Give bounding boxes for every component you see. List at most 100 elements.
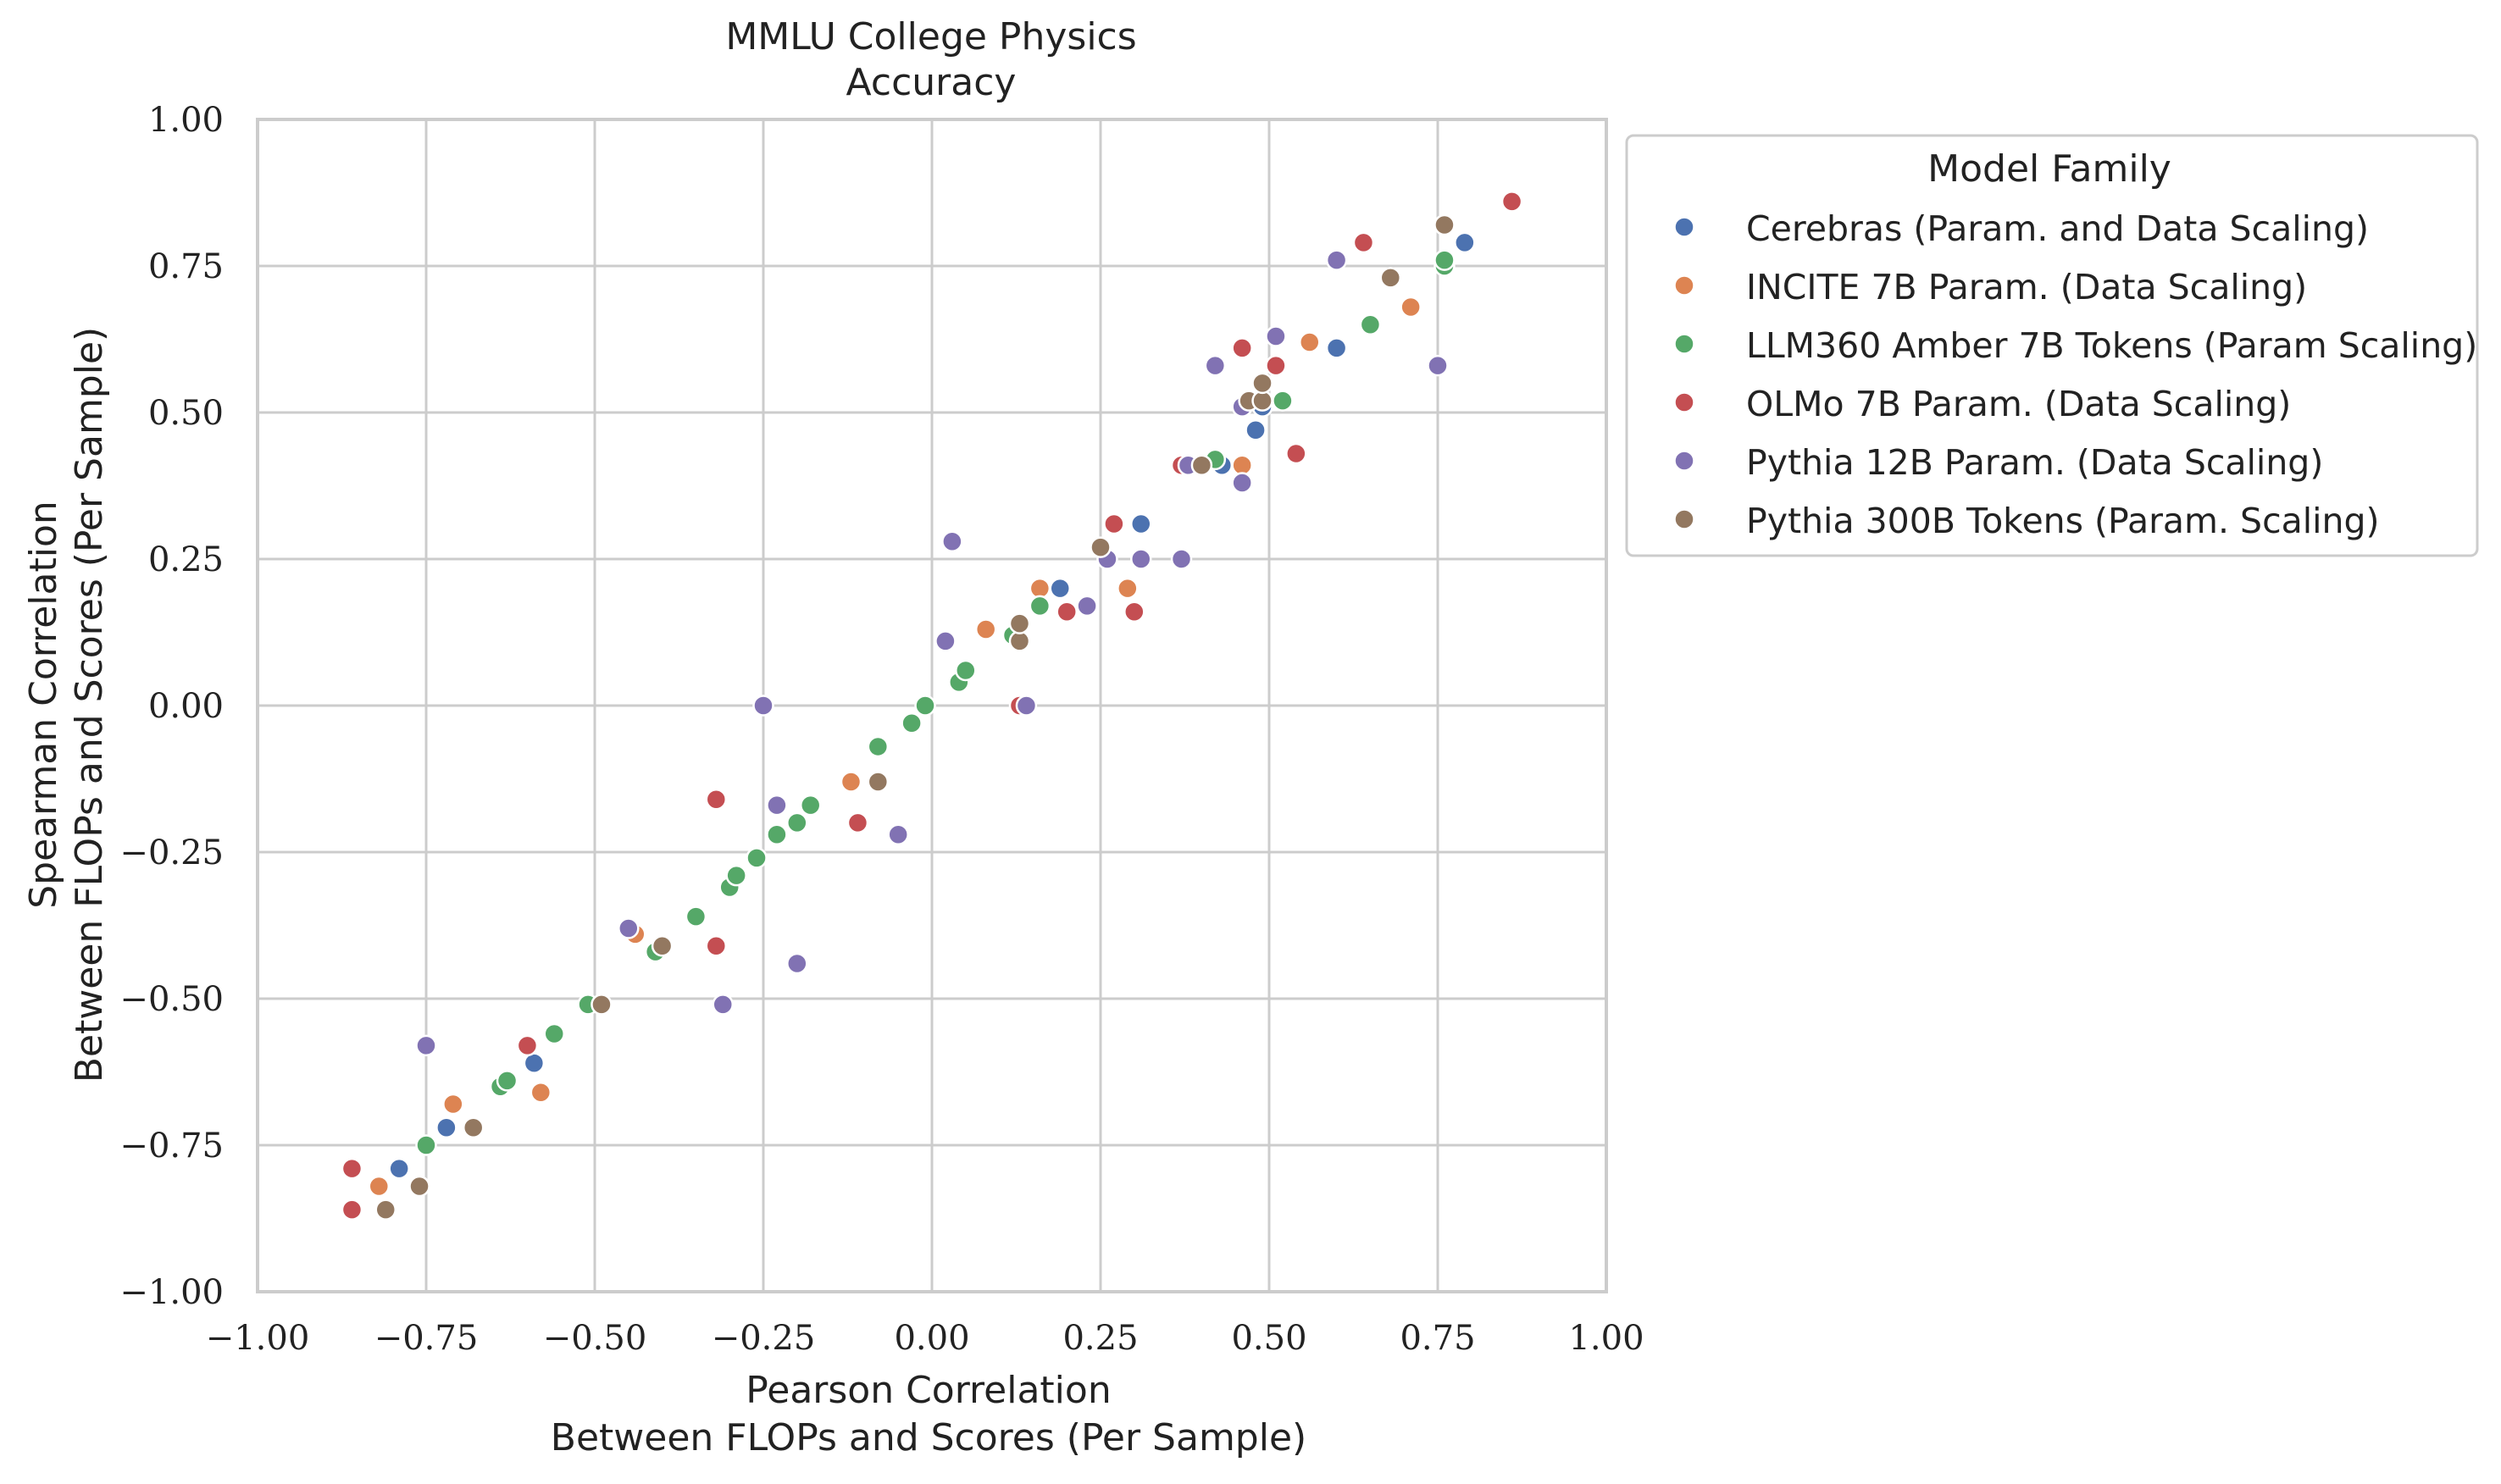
data-points [341,191,1523,1221]
data-point [685,905,707,928]
data-point [1123,601,1145,623]
data-point [1130,548,1152,570]
x-tick-label: 0.75 [1400,1319,1475,1358]
data-point [840,771,862,793]
legend-items: Cerebras (Param. and Data Scaling) INCITE… [1673,208,2477,541]
data-point [955,659,977,682]
data-point [1056,601,1078,623]
legend-marker [1673,216,1695,238]
series-points [374,213,1456,1221]
data-point [1117,577,1139,600]
data-point [1251,372,1273,395]
data-point [530,1081,552,1104]
data-point [388,1157,410,1180]
data-point [1265,325,1287,347]
data-point [1231,472,1253,494]
data-point [1285,442,1307,465]
legend-label: Cerebras (Param. and Data Scaling) [1746,208,2369,249]
data-point [341,1199,363,1221]
legend-marker [1673,333,1695,355]
data-point [1265,354,1287,377]
data-point [408,1175,430,1198]
data-point [1090,536,1112,558]
data-point [752,695,774,717]
chart-subtitle: Accuracy [846,61,1017,104]
data-point [1245,419,1267,441]
x-tick-label: −0.25 [712,1319,816,1358]
y-tick-label: −0.75 [119,1127,224,1166]
x-tick-label: −0.75 [374,1319,479,1358]
data-point [1076,595,1098,617]
legend: Model Family Cerebras (Param. and Data S… [1625,134,2479,557]
data-point [496,1070,518,1092]
data-point [725,864,747,887]
data-point [746,847,768,869]
data-point [442,1093,464,1116]
legend-marker [1673,391,1695,413]
data-point [887,823,909,845]
data-point [705,788,728,811]
data-point [415,1134,437,1156]
x-tick-label: −0.50 [543,1319,647,1358]
data-point [1434,213,1456,236]
data-point [974,618,997,640]
data-point [591,994,613,1016]
y-tick-label: 0.50 [148,394,224,433]
y-tick-labels: −1.00 −0.75 −0.50 −0.25 0.00 0.25 0.50 0.75 1.00 [119,101,224,1312]
legend-label: OLMo 7B Param. (Data Scaling) [1746,384,2291,424]
y-tick-label: −0.25 [119,833,224,872]
data-point [914,695,936,717]
y-tick-label: 1.00 [148,101,224,140]
data-point [766,794,788,817]
y-tick-label: 0.25 [148,540,224,579]
x-axis-label: Pearson Correlation [746,1369,1111,1412]
data-point [1400,296,1422,318]
data-point [846,811,869,834]
data-point [374,1199,396,1221]
data-point [1049,577,1071,600]
data-point [1231,337,1253,359]
data-point [1190,454,1213,477]
legend-label: Pythia 300B Tokens (Param. Scaling) [1746,501,2380,541]
chart-title: MMLU College Physics [725,15,1136,58]
data-point [368,1175,391,1198]
legend-marker [1673,508,1695,530]
data-point [901,712,923,734]
data-point [1500,191,1523,213]
data-point [1352,231,1375,254]
x-tick-labels: −1.00 −0.75 −0.50 −0.25 0.00 0.25 0.50 0.75 1.00 [206,1319,1644,1358]
data-point [435,1116,458,1138]
data-point [1029,595,1051,617]
data-point [1359,313,1382,335]
data-point [341,1157,363,1180]
plot-area-frame [256,118,1608,1293]
data-point [415,1034,437,1057]
data-point [1299,331,1321,353]
data-point [941,530,963,552]
data-point [1008,612,1031,634]
data-point [1454,231,1476,254]
x-axis-label-line2: Between FLOPs and Scores (Per Sample) [551,1416,1306,1459]
legend-label: INCITE 7B Param. (Data Scaling) [1746,267,2307,307]
x-tick-label: 1.00 [1568,1319,1644,1358]
data-point [1427,354,1449,377]
y-axis-label: Spearman Correlation [22,501,65,909]
legend-label: Pythia 12B Param. (Data Scaling) [1746,442,2323,483]
legend-marker [1673,274,1695,296]
data-point [1434,249,1456,271]
data-point [1272,390,1294,412]
legend-label: LLM360 Amber 7B Tokens (Param Scaling) [1746,325,2477,366]
data-point [799,794,822,817]
data-point [766,823,788,845]
x-tick-label: 0.50 [1231,1319,1306,1358]
legend-marker [1673,450,1695,472]
data-point [867,735,890,758]
data-point [1325,337,1348,359]
x-tick-label: 0.00 [894,1319,969,1358]
data-point [1015,695,1038,717]
data-point [516,1034,539,1057]
data-point [786,811,808,834]
x-tick-label: −1.00 [206,1319,310,1358]
y-axis-label-line2: Between FLOPs and Scores (Per Sample) [68,327,111,1083]
